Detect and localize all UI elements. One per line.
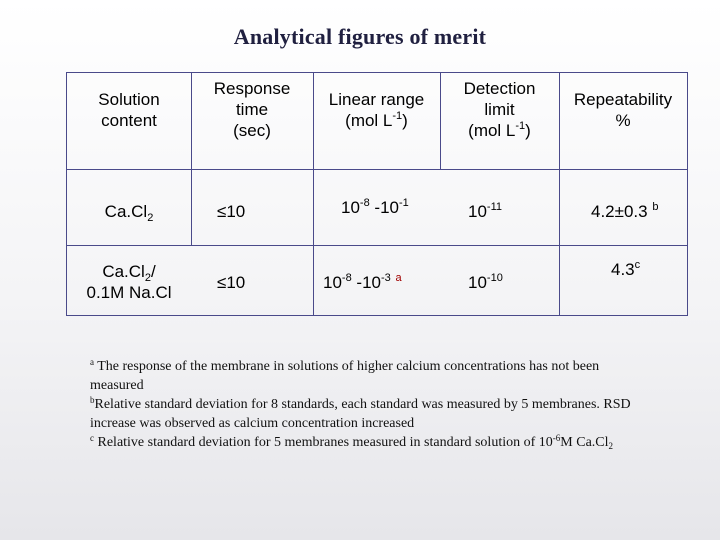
row2-solution-text: Ca.Cl <box>102 262 145 281</box>
row2-detection-limit: 10-10 <box>468 272 503 293</box>
column-divider <box>440 73 441 169</box>
header-repeatability-line2: % <box>615 111 631 130</box>
footnote-a-text: The response of the membrane in solution… <box>90 359 600 393</box>
footnote-c-exponent: -6 <box>552 433 561 443</box>
row1-linear-base: 10 <box>341 198 360 217</box>
header-response-time: Response time (sec) <box>191 78 313 141</box>
row2-solution-line2: 0.1M Na.Cl <box>86 283 172 302</box>
row2-solution-subscript: 2 <box>144 272 151 284</box>
column-divider <box>559 73 560 315</box>
figures-of-merit-table: Solution content Response time (sec) Lin… <box>66 72 688 316</box>
row1-linear-range: 10-8 -10-1 <box>341 197 409 218</box>
row1-detection-exp: -11 <box>486 201 503 213</box>
row1-solution-text: Ca.Cl <box>104 202 148 221</box>
page-title: Analytical figures of merit <box>233 24 487 49</box>
footnotes: a The response of the membrane in soluti… <box>90 357 650 452</box>
header-linear-unit: (mol L <box>345 111 393 130</box>
header-repeatability-line1: Repeatability <box>573 90 673 109</box>
row2-detection-exp: -10 <box>486 272 503 284</box>
row1-linear-exp-b: -1 <box>399 197 409 209</box>
row2-solution: Ca.Cl2/ 0.1M Na.Cl <box>67 261 191 303</box>
header-linear-close: ) <box>402 111 408 130</box>
footnote-a-mark: a <box>90 357 94 367</box>
footnote-b-mark: b <box>90 395 95 405</box>
row2-linear-base2: -10 <box>351 273 381 292</box>
row2-repeatability: 4.3c <box>611 259 640 280</box>
footnote-c-subscript: 2 <box>608 441 614 451</box>
row2-solution-slash: / <box>150 262 156 281</box>
header-detection-exponent: -1 <box>515 120 526 132</box>
footnote-a: a The response of the membrane in soluti… <box>90 357 650 395</box>
row1-detection-limit: 10-11 <box>468 201 502 222</box>
row1-repeat-footnote-mark: b <box>652 201 659 213</box>
row2-response: ≤10 <box>217 273 246 292</box>
header-response-line2: time <box>235 100 269 119</box>
row1-linear-base2: -10 <box>369 198 399 217</box>
header-detection-unit: (mol L <box>468 121 516 140</box>
column-divider <box>313 73 314 315</box>
header-response-line3: (sec) <box>233 121 271 140</box>
footnote-c: c Relative standard deviation for 5 memb… <box>90 433 650 452</box>
footnote-b: bRelative standard deviation for 8 stand… <box>90 395 650 433</box>
header-solution-line2: content <box>101 111 157 130</box>
row2-repeat-footnote-mark: c <box>634 259 641 271</box>
row1-linear-exp-a: -8 <box>359 197 370 209</box>
row1-solution: Ca.Cl2 <box>67 201 191 224</box>
footnote-b-text: Relative standard deviation for 8 standa… <box>90 397 631 431</box>
row-divider <box>67 169 687 170</box>
row1-detection-base: 10 <box>468 202 487 221</box>
row2-linear-range: 10-8 -10-3 a <box>323 272 402 293</box>
header-repeatability: Repeatability % <box>559 89 687 131</box>
header-detection-close: ) <box>525 121 531 140</box>
header-response-line1: Response <box>213 79 291 98</box>
row-divider <box>67 245 687 246</box>
row1-repeat-value: 4.2±0.3 <box>591 202 648 221</box>
row2-repeat-value: 4.3 <box>611 260 635 279</box>
row1-response: ≤10 <box>217 202 246 221</box>
row2-detection-base: 10 <box>468 273 487 292</box>
header-solution-content: Solution content <box>67 89 191 131</box>
row2-linear-base: 10 <box>323 273 342 292</box>
footnote-c-formula: M Ca.Cl <box>560 435 609 450</box>
header-linear-line2: (mol L-1) <box>313 110 440 131</box>
row2-linear-exp-a: -8 <box>341 272 352 284</box>
footnote-c-mark: c <box>90 433 94 443</box>
row1-repeatability: 4.2±0.3 b <box>591 201 658 222</box>
row1-solution-subscript: 2 <box>147 212 154 224</box>
row2-solution-line1: Ca.Cl2/ <box>67 261 191 284</box>
header-linear-line1: Linear range <box>328 90 425 109</box>
header-linear-range: Linear range (mol L-1) <box>313 89 440 131</box>
row2-linear-exp-b: -3 <box>381 272 391 284</box>
header-linear-exponent: -1 <box>392 110 403 122</box>
header-detection-limit: Detection limit (mol L-1) <box>440 78 559 141</box>
header-solution-line1: Solution <box>98 90 160 109</box>
header-detection-line2: limit <box>484 100 515 119</box>
footnote-c-text: Relative standard deviation for 5 membra… <box>94 435 553 450</box>
row2-linear-footnote-mark: a <box>395 272 402 284</box>
column-divider <box>191 73 192 245</box>
header-detection-line3: (mol L-1) <box>440 120 559 141</box>
header-detection-line1: Detection <box>463 79 536 98</box>
